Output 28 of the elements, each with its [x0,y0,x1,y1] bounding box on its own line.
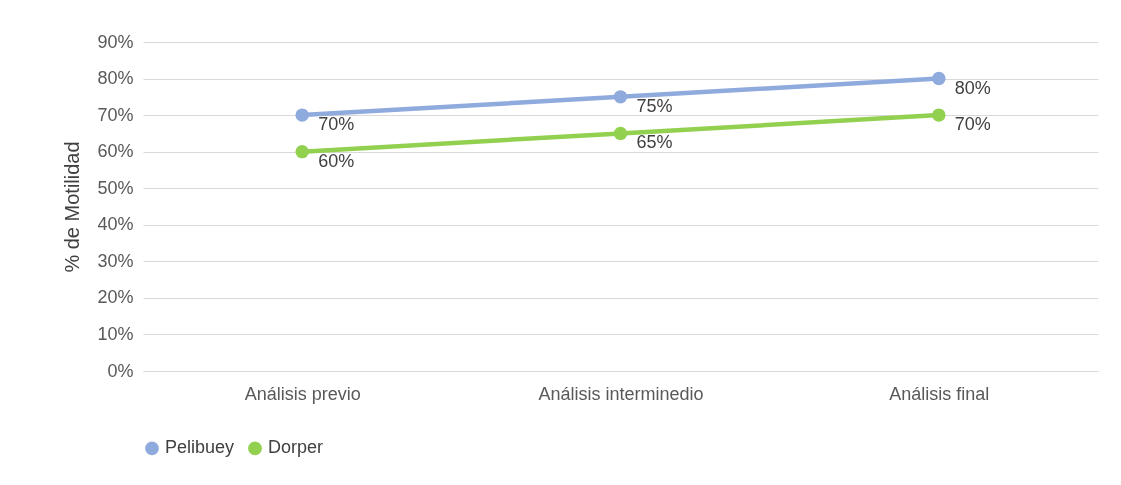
legend-label: Dorper [268,437,324,458]
y-tick-label: 0% [107,360,134,381]
x-tick-label: Análisis interminedio [538,383,704,404]
data-label: 70% [318,114,355,135]
y-tick-label: 80% [97,68,134,89]
y-tick-label: 10% [97,323,134,344]
y-tick-label: 50% [97,177,134,198]
point [613,90,628,104]
y-tick-label: 60% [97,141,134,162]
y-tick-label: 20% [97,287,134,308]
y-tick-label: 40% [97,214,134,235]
data-label: 80% [954,77,991,98]
point [932,108,946,122]
data-label: 70% [954,114,991,135]
y-tick-label: 90% [97,31,134,52]
y-axis-title: % de Motilidad [61,141,84,273]
point [295,144,309,159]
y-tick-label: 70% [97,104,134,125]
point [932,71,946,86]
data-label: 65% [636,132,673,153]
data-label: 75% [636,95,673,116]
point [613,126,628,141]
y-tick-label: 30% [97,250,134,271]
point [295,108,309,122]
x-tick-label: Análisis final [889,383,990,404]
data-label: 60% [318,150,355,171]
legend-label: Pelibuey [165,437,235,458]
x-tick-label: Análisis previo [244,383,361,404]
